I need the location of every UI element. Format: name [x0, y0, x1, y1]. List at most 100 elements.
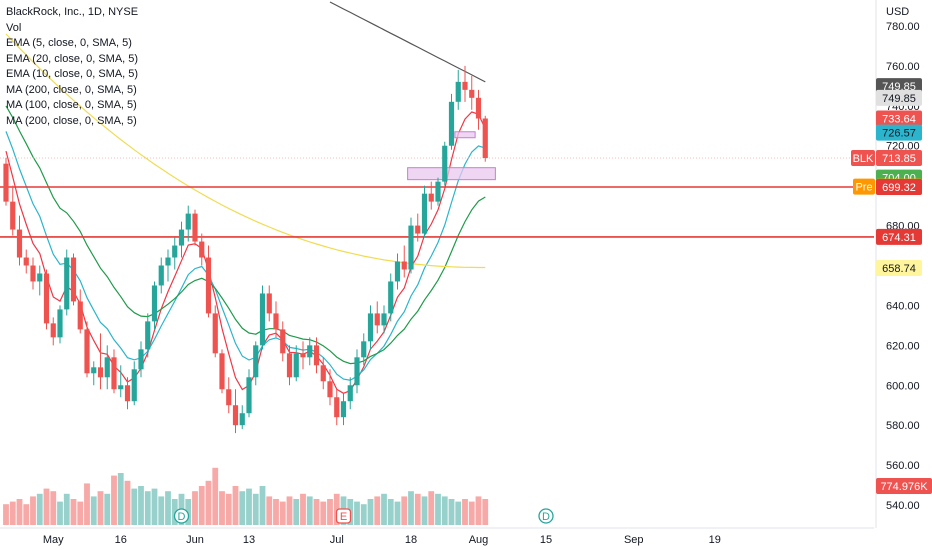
candle — [293, 345, 299, 382]
candle-body — [3, 163, 9, 202]
candle — [131, 361, 137, 406]
time-tick-label: 13 — [243, 534, 255, 546]
candle-body — [165, 257, 171, 266]
candle — [462, 65, 468, 102]
candle-body — [131, 369, 137, 402]
candle — [219, 349, 225, 394]
volume-bar — [448, 499, 455, 525]
candle — [388, 273, 394, 322]
volume-bar — [482, 499, 489, 525]
candle-body — [300, 353, 306, 358]
legend-item-ema10[interactable]: EMA (10, close, 0, SMA, 5) — [6, 68, 139, 80]
candle-body — [84, 329, 90, 374]
volume-bar — [70, 499, 77, 525]
volume-bar — [414, 493, 421, 525]
candle — [97, 333, 104, 390]
candle-body — [455, 81, 461, 102]
earnings-marker — [335, 508, 352, 524]
candle-body — [30, 265, 36, 282]
candle — [374, 301, 380, 334]
price-tick-label: 580.00 — [886, 420, 920, 432]
candle-body — [178, 229, 185, 246]
candle — [320, 357, 326, 390]
price-tags-layer: 749.85749.85733.64726.57713.85BLK704.006… — [851, 78, 932, 494]
candle-body — [91, 367, 97, 374]
candle — [394, 253, 401, 290]
price-tag — [876, 179, 922, 196]
volume-bar — [455, 501, 462, 525]
candle-body — [118, 385, 124, 390]
candle-body — [340, 401, 347, 418]
volume-bar — [124, 480, 131, 525]
candle-body — [462, 81, 468, 90]
volume-bar — [279, 501, 286, 525]
candle — [57, 305, 63, 344]
price-tick-label: 620.00 — [886, 340, 920, 352]
candle-body — [172, 245, 178, 258]
candle — [408, 217, 414, 274]
candle — [226, 377, 232, 414]
candle — [401, 245, 407, 278]
volume-bar — [131, 488, 138, 525]
time-tick-label: 15 — [540, 534, 552, 546]
candle-body — [10, 201, 16, 230]
candle — [30, 257, 36, 290]
candle — [145, 313, 151, 358]
candle-body — [246, 377, 252, 414]
volume-bar — [192, 491, 198, 525]
candle-body — [43, 273, 50, 324]
candle-body — [401, 261, 407, 270]
candle-body — [435, 181, 441, 202]
volume-bar — [421, 496, 428, 525]
legend-item-volume[interactable]: Vol — [6, 21, 22, 34]
volume-bar — [360, 504, 367, 525]
candle-body — [111, 357, 117, 390]
legend-title[interactable]: BlackRock, Inc., 1D, NYSE — [6, 6, 139, 18]
candle — [442, 141, 448, 186]
candle-body — [57, 309, 63, 338]
legend-item-ma200[interactable]: MA (200, close, 0, SMA, 5) — [6, 83, 137, 96]
candle-body — [361, 341, 367, 358]
volume-bar — [77, 501, 84, 525]
candle-body — [442, 145, 448, 182]
legend-item-ema5[interactable]: EMA (5, close, 0, SMA, 5) — [6, 37, 132, 49]
candle — [286, 345, 293, 386]
candle — [199, 233, 205, 266]
price-tick-label: 600.00 — [886, 380, 920, 392]
ma200-line — [329, 1, 486, 83]
volume-bar — [36, 493, 43, 525]
candle — [118, 365, 124, 398]
candle — [246, 369, 252, 418]
dividend-marker — [538, 508, 554, 524]
volume-bar — [212, 467, 219, 525]
candle — [253, 341, 259, 386]
candle — [482, 115, 488, 162]
time-tick-label: Aug — [469, 534, 489, 546]
candle-body — [320, 365, 326, 382]
candle-body — [482, 118, 488, 159]
premarket-tag-label: Pre — [855, 182, 872, 194]
candle-body — [253, 345, 259, 378]
volume-bar — [428, 491, 435, 525]
volume-bar — [43, 488, 50, 525]
candle-body — [415, 225, 421, 234]
volume-bar — [185, 499, 192, 525]
candle — [273, 301, 279, 338]
volume-bar — [273, 499, 279, 525]
legend-item-ma100[interactable]: MA (100, close, 0, SMA, 5) — [6, 99, 137, 111]
candle-body — [23, 257, 29, 266]
volume-bar — [232, 486, 239, 525]
legend-item-ma200-second[interactable]: MA (200, close, 0, SMA, 5) — [6, 114, 137, 127]
time-tick-label: Jul — [330, 534, 344, 546]
candle-body — [70, 257, 77, 302]
candle — [77, 289, 83, 334]
volume-tag — [876, 478, 932, 494]
time-tick-label: 18 — [405, 534, 417, 546]
legend-item-ema20[interactable]: EMA (20, close, 0, SMA, 5) — [6, 52, 139, 65]
candle — [428, 181, 434, 210]
rect-drawing — [454, 131, 476, 139]
candle-body — [77, 301, 83, 330]
time-tick-label: Jun — [186, 534, 204, 546]
candle-body — [388, 281, 394, 314]
